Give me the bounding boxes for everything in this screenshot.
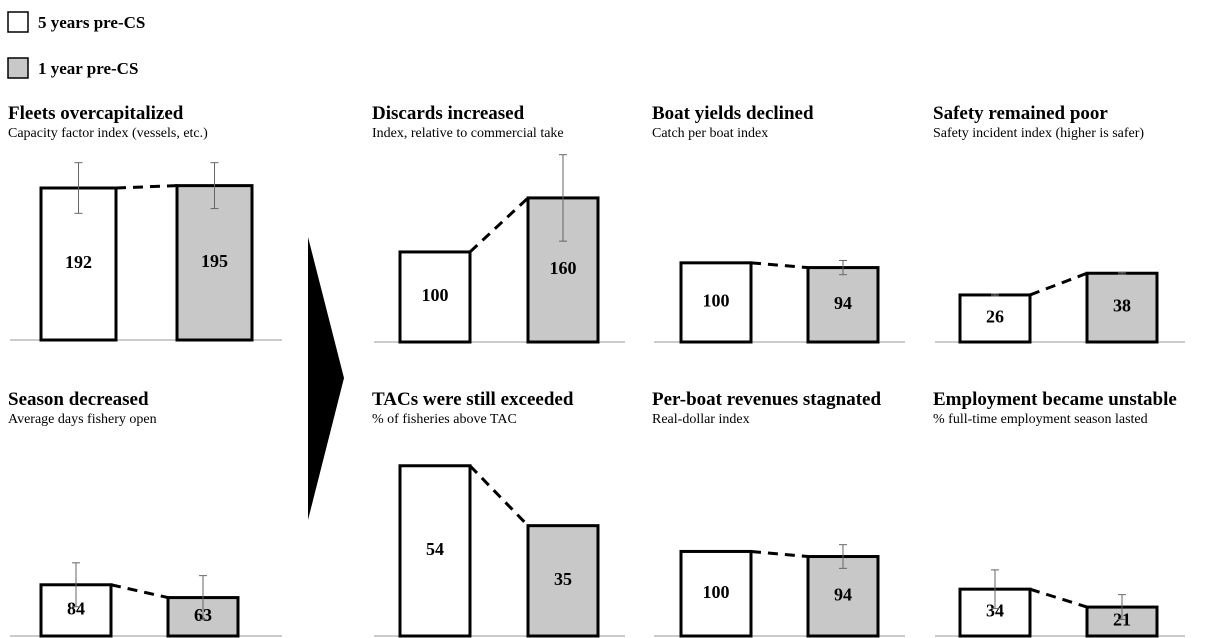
value-label: 94 bbox=[834, 584, 852, 604]
error-bar bbox=[1118, 271, 1126, 275]
error-bar bbox=[559, 154, 567, 242]
value-label: 35 bbox=[554, 569, 572, 589]
error-bar bbox=[839, 259, 847, 276]
value-label: 100 bbox=[422, 285, 449, 305]
legend-swatch bbox=[7, 11, 29, 33]
value-label: 34 bbox=[986, 601, 1004, 621]
bar bbox=[806, 266, 880, 344]
bar bbox=[679, 261, 753, 344]
error-bar bbox=[210, 162, 219, 210]
value-label: 100 bbox=[703, 291, 730, 311]
value-label: 192 bbox=[65, 252, 92, 272]
panel-title: Safety remained poor bbox=[933, 103, 1108, 124]
error-bar bbox=[1118, 594, 1126, 620]
value-label: 26 bbox=[986, 307, 1004, 327]
arrow bbox=[308, 237, 344, 520]
panel-subtitle: Average days fishery open bbox=[8, 412, 157, 427]
bar bbox=[175, 184, 254, 342]
value-label: 38 bbox=[1113, 296, 1131, 316]
panel-title: Fleets overcapitalized bbox=[8, 103, 184, 124]
panel-title: Employment became unstable bbox=[933, 389, 1177, 410]
connector bbox=[750, 549, 809, 559]
connector bbox=[468, 464, 530, 527]
value-label: 54 bbox=[426, 539, 444, 559]
panel-title: TACs were still exceeded bbox=[372, 389, 574, 410]
panel-subtitle: % full-time employment season lasted bbox=[933, 412, 1148, 427]
panel-title: Per-boat revenues stagnated bbox=[652, 389, 881, 410]
legend-swatch bbox=[7, 57, 29, 79]
panel-title: Boat yields declined bbox=[652, 103, 814, 124]
panel-subtitle: Safety incident index (higher is safer) bbox=[933, 126, 1144, 141]
panel-subtitle: Capacity factor index (vessels, etc.) bbox=[8, 126, 208, 141]
panel-subtitle: % of fisheries above TAC bbox=[372, 412, 517, 427]
error-bar bbox=[991, 293, 999, 297]
value-label: 100 bbox=[703, 582, 730, 602]
error-bar bbox=[199, 575, 207, 621]
error-bar bbox=[991, 569, 999, 609]
connector bbox=[468, 196, 530, 254]
connector bbox=[1029, 587, 1088, 609]
error-bar bbox=[839, 544, 847, 569]
panel-subtitle: Real-dollar index bbox=[652, 412, 750, 427]
error-bar bbox=[74, 162, 83, 214]
bar bbox=[398, 250, 472, 344]
value-label: 94 bbox=[834, 293, 852, 313]
value-label: 84 bbox=[67, 599, 85, 619]
connector bbox=[750, 261, 809, 270]
bar bbox=[526, 524, 600, 638]
panel-subtitle: Catch per boat index bbox=[652, 126, 768, 141]
connector bbox=[110, 583, 169, 600]
bar bbox=[1085, 271, 1159, 344]
legend-label: 5 years pre-CS bbox=[38, 13, 145, 32]
bar bbox=[806, 555, 880, 638]
bar bbox=[679, 549, 753, 638]
connector bbox=[1029, 271, 1088, 297]
panel-title: Season decreased bbox=[8, 389, 149, 410]
value-label: 195 bbox=[201, 251, 228, 271]
error-bar bbox=[72, 562, 80, 608]
connector bbox=[115, 184, 178, 190]
legend-label: 1 year pre-CS bbox=[38, 59, 138, 78]
value-label: 160 bbox=[550, 258, 577, 278]
panel-title: Discards increased bbox=[372, 103, 525, 124]
bar bbox=[398, 464, 472, 638]
panel-subtitle: Index, relative to commercial take bbox=[372, 126, 564, 141]
